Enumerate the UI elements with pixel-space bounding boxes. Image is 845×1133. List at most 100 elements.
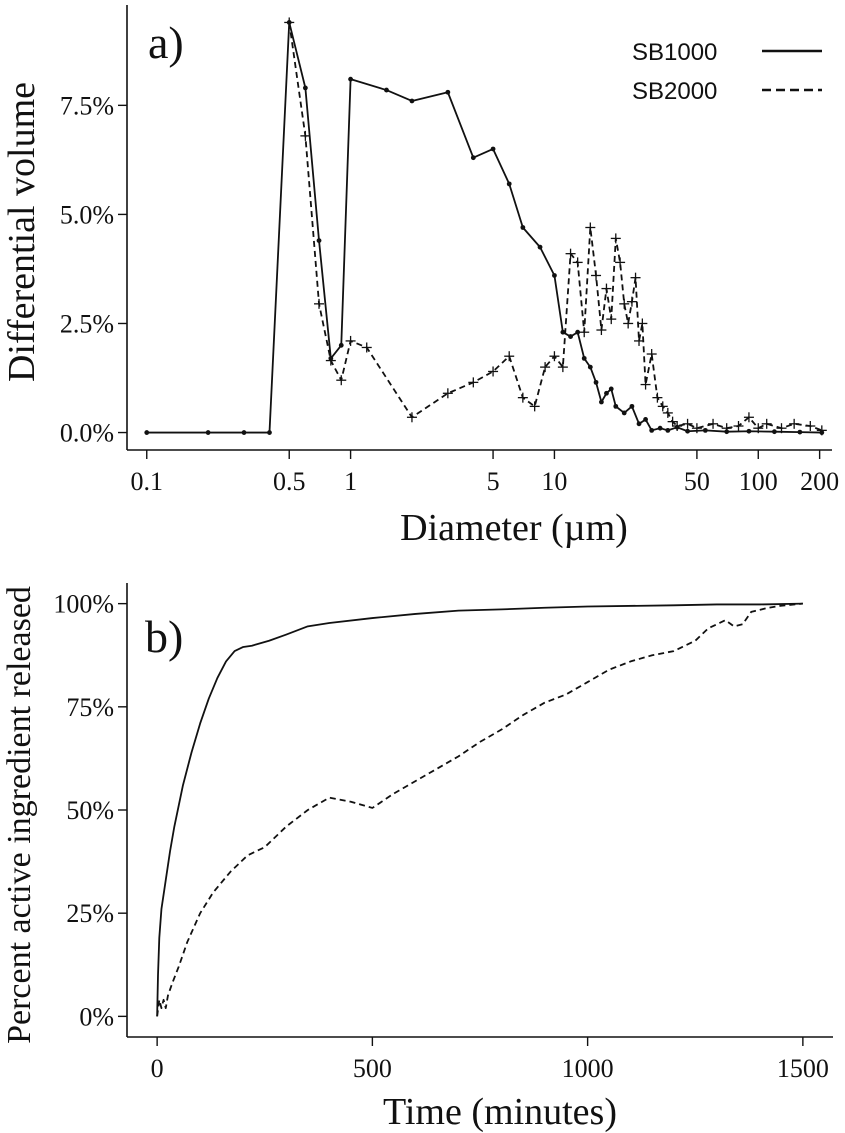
series-line-sb1000 [156,602,803,1017]
y-tick-label: 75% [66,693,114,722]
data-point-sb2000 [406,412,417,423]
data-point-sb2000 [753,423,764,434]
data-point-sb1000 [316,238,322,243]
data-point-sb1000 [348,76,353,82]
data-point-sb1000 [593,379,599,385]
data-point-sb2000 [652,392,663,403]
x-tick-label: 10 [541,467,567,496]
data-point-sb2000 [284,17,295,28]
data-point-sb2000 [540,362,551,373]
x-tick-label: 500 [353,1054,392,1083]
data-point-sb1000 [506,181,512,187]
data-point-sb1000 [384,87,389,93]
y-tick-label: 2.5% [60,309,114,338]
x-tick-label: 200 [800,467,839,496]
y-tick-label: 25% [66,899,114,928]
data-point-sb1000 [665,427,671,433]
series-line-sb2000 [156,602,803,1017]
data-point-sb1000 [520,225,526,230]
panel-a-label: a) [148,17,184,68]
data-point-sb1000 [205,430,211,435]
panel-b: b) Time (minutes) Percent active ingredi… [1,583,833,1133]
data-point-sb1000 [302,85,308,91]
data-point-sb2000 [572,257,583,268]
data-point-sb1000 [702,427,708,433]
data-point-sb1000 [772,429,777,435]
data-point-sb2000 [336,375,347,386]
data-point-sb2000 [646,349,657,360]
data-point-sb2000 [623,318,634,329]
x-tick-label: 100 [739,467,778,496]
data-point-sb2000 [615,257,626,268]
data-point-sb2000 [442,388,453,399]
data-point-sb2000 [672,421,683,432]
x-tick-label: 1000 [562,1054,614,1083]
series-line-sb2000 [288,22,823,432]
data-point-sb2000 [657,401,668,412]
y-tick-label: 50% [66,796,114,825]
x-tick-label: 1 [344,467,357,496]
data-point-sb1000 [587,364,593,370]
panel-a-series [144,17,827,436]
data-point-sb2000 [596,325,607,336]
data-point-sb2000 [761,418,772,429]
data-point-sb1000 [581,355,587,361]
data-point-sb1000 [797,429,803,435]
panel-a-y-axis-title: Differential volume [1,82,43,382]
data-point-sb1000 [537,244,543,250]
data-point-sb2000 [300,130,311,141]
data-point-sb1000 [604,390,609,396]
data-point-sb2000 [682,418,693,429]
data-point-sb2000 [619,298,630,309]
x-tick-label: 50 [684,467,710,496]
data-point-sb1000 [636,421,642,427]
data-point-sb1000 [409,98,415,104]
panel-a-x-axis-title: Diameter (µm) [400,507,628,549]
data-point-sb2000 [325,355,336,366]
series-line-sb1000 [146,21,822,434]
data-point-sb2000 [667,416,678,427]
data-point-sb2000 [805,421,816,432]
data-point-sb1000 [241,430,247,435]
x-tick-label: 0.5 [273,467,306,496]
data-point-sb2000 [606,314,617,325]
data-point-sb1000 [568,334,573,339]
y-tick-label: 7.5% [60,91,114,120]
y-tick-label: 0.0% [60,419,114,448]
data-point-sb2000 [721,423,732,434]
data-point-sb2000 [361,342,372,353]
data-point-sb1000 [338,342,344,348]
x-tick-label: 0.1 [131,467,164,496]
data-point-sb1000 [613,403,619,409]
data-point-sb1000 [445,89,451,95]
panel-b-label: b) [145,611,183,662]
data-point-sb2000 [708,418,719,429]
data-point-sb2000 [630,272,641,283]
y-tick-label: 0% [79,1002,114,1031]
legend-label-sb2000: SB2000 [632,78,717,105]
x-tick-label: 5 [487,467,500,496]
data-point-sb1000 [552,273,557,278]
data-point-sb1000 [490,146,496,152]
data-point-sb1000 [608,386,614,392]
data-point-sb2000 [468,377,479,388]
data-point-sb1000 [621,410,627,416]
data-point-sb1000 [599,399,604,405]
data-point-sb1000 [560,329,566,335]
panel-b-x-axis-title: Time (minutes) [383,1091,617,1133]
data-point-sb1000 [746,428,752,434]
data-point-sb2000 [610,233,621,244]
data-point-sb1000 [575,329,581,335]
data-point-sb2000 [637,318,648,329]
y-tick-label: 100% [53,590,114,619]
data-point-sb2000 [504,351,515,362]
y-tick-label: 5.0% [60,200,114,229]
panel-b-series [156,602,803,1017]
legend: SB1000 SB2000 [632,39,822,105]
panel-a: a) Diameter (µm) Differential volume 0.1… [1,5,839,549]
data-point-sb2000 [345,335,356,346]
data-point-sb2000 [662,407,673,418]
panel-a-ticks: 0.1 0.5 1 5 10 50 100 200 0.0% 2.5% 5.0% 7.5% [60,91,839,496]
data-point-sb2000 [579,327,590,338]
